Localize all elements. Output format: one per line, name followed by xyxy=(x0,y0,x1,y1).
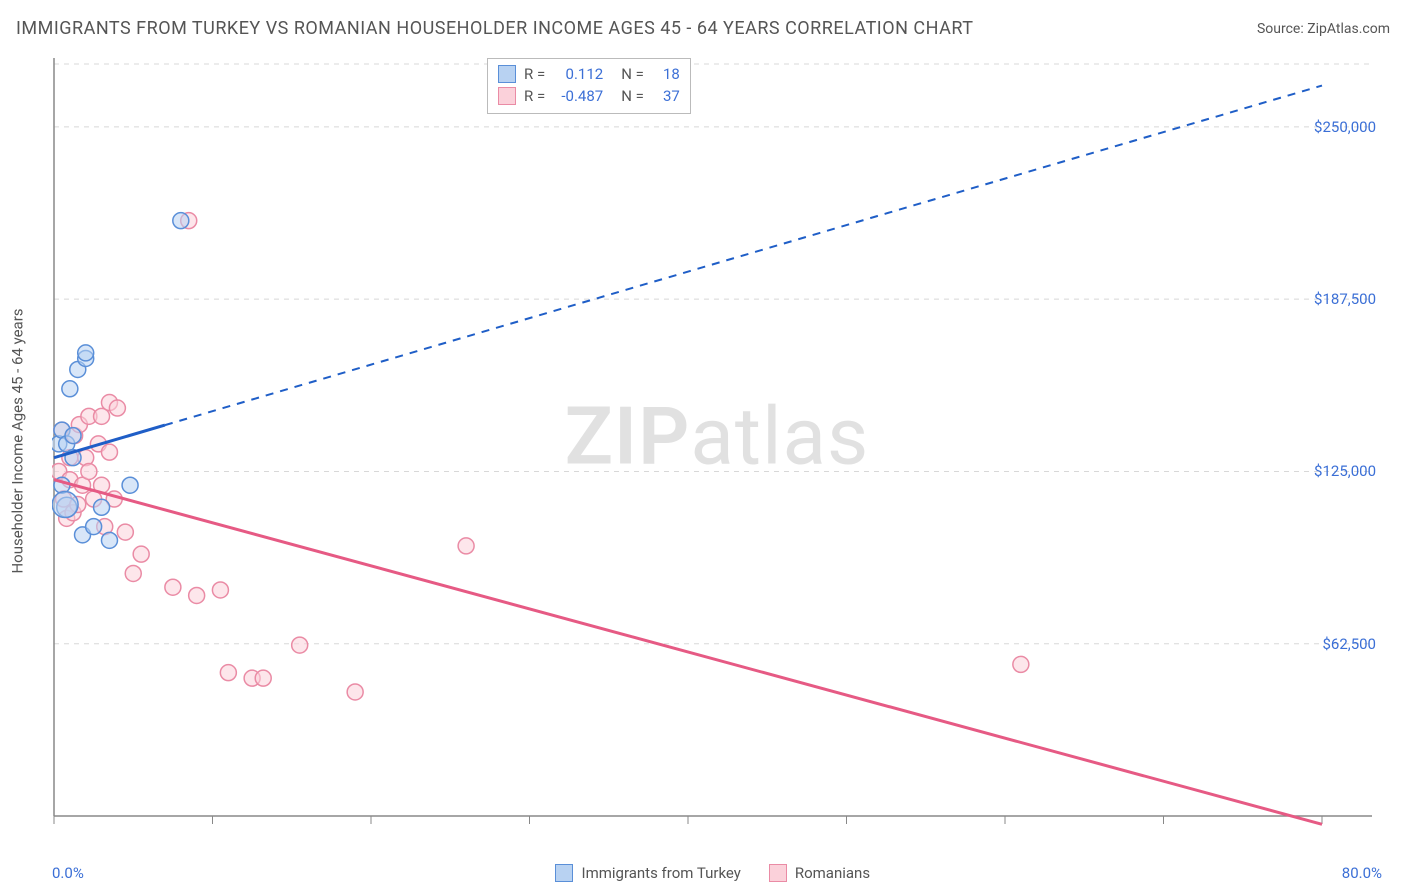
y-tick-label: $125,000 xyxy=(1314,462,1376,480)
stats-row: R =-0.487N =37 xyxy=(498,85,680,107)
legend-label: Romanians xyxy=(795,864,870,882)
x-axis-max-label: 80.0% xyxy=(1342,864,1382,882)
scatter-chart xyxy=(52,56,1382,826)
x-axis-min-label: 0.0% xyxy=(52,864,84,882)
y-tick-label: $250,000 xyxy=(1314,118,1376,136)
stats-legend-box: R =0.112N =18R =-0.487N =37 xyxy=(487,58,691,114)
title-bar: IMMIGRANTS FROM TURKEY VS ROMANIAN HOUSE… xyxy=(16,18,1390,39)
chart-area: ZIPatlas R =0.112N =18R =-0.487N =37 $62… xyxy=(52,56,1382,826)
legend-label: Immigrants from Turkey xyxy=(581,864,740,882)
legend-swatch xyxy=(498,65,516,83)
legend-item: Immigrants from Turkey xyxy=(555,864,740,882)
x-axis-footer: 0.0% Immigrants from Turkey Romanians 80.… xyxy=(52,864,1382,882)
y-tick-label: $62,500 xyxy=(1322,635,1376,653)
legend-swatch xyxy=(555,864,573,882)
y-tick-label: $187,500 xyxy=(1314,290,1376,308)
legend-swatch xyxy=(498,87,516,105)
source-label: Source: ZipAtlas.com xyxy=(1257,21,1390,37)
chart-title: IMMIGRANTS FROM TURKEY VS ROMANIAN HOUSE… xyxy=(16,18,973,39)
y-axis-label: Householder Income Ages 45 - 64 years xyxy=(0,56,36,826)
stats-row: R =0.112N =18 xyxy=(498,63,680,85)
series-legend: Immigrants from Turkey Romanians xyxy=(555,864,870,882)
legend-item: Romanians xyxy=(769,864,870,882)
legend-swatch xyxy=(769,864,787,882)
